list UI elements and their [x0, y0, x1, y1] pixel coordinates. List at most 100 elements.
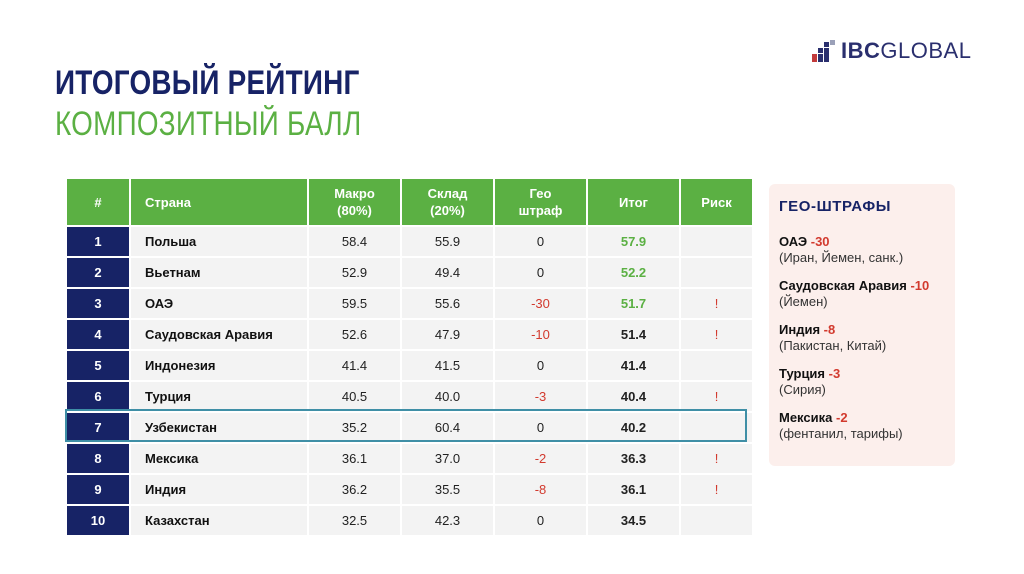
rank-cell: 8: [67, 444, 129, 473]
rank-cell: 10: [67, 506, 129, 535]
country-cell: Казахстан: [131, 506, 307, 535]
table-body: 1 Польша 58.4 55.9 0 57.9 2 Вьетнам 52.9 49.4 0 52.…: [67, 227, 752, 535]
ranking-table: # Страна Макро (80%) Склад (20%) Гео штраф …: [65, 177, 754, 537]
penalty-reason: (Иран, Йемен, санк.): [779, 250, 904, 265]
header-macro: Макро (80%): [309, 179, 400, 225]
warehouse-cell: 37.0: [402, 444, 493, 473]
total-cell: 40.4: [588, 382, 679, 411]
table-row: 1 Польша 58.4 55.9 0 57.9: [67, 227, 752, 256]
header-warehouse: Склад (20%): [402, 179, 493, 225]
risk-cell: !: [681, 289, 752, 318]
macro-cell: 52.6: [309, 320, 400, 349]
penalty-reason: (Йемен): [779, 294, 828, 309]
penalty-heading: Турция -3: [779, 366, 945, 382]
penalty-country: Индия: [779, 322, 821, 337]
rank-cell: 4: [67, 320, 129, 349]
rank-cell: 5: [67, 351, 129, 380]
penalty-value: -3: [828, 366, 841, 381]
total-cell: 51.4: [588, 320, 679, 349]
geo-penalty-cell: 0: [495, 227, 586, 256]
header-total: Итог: [588, 179, 679, 225]
risk-cell: !: [681, 475, 752, 504]
risk-cell: !: [681, 320, 752, 349]
geo-penalty-cell: -3: [495, 382, 586, 411]
header-risk: Риск: [681, 179, 752, 225]
rank-cell: 2: [67, 258, 129, 287]
total-cell: 57.9: [588, 227, 679, 256]
header-num: #: [67, 179, 129, 225]
warehouse-cell: 41.5: [402, 351, 493, 380]
penalty-reason: (Пакистан, Китай): [779, 338, 887, 353]
total-cell: 36.3: [588, 444, 679, 473]
warehouse-cell: 55.6: [402, 289, 493, 318]
country-cell: Индонезия: [131, 351, 307, 380]
table-row: 8 Мексика 36.1 37.0 -2 36.3!: [67, 444, 752, 473]
country-cell: Вьетнам: [131, 258, 307, 287]
penalty-heading: Индия -8: [779, 322, 945, 338]
penalty-country: Турция: [779, 366, 826, 381]
country-cell: Узбекистан: [131, 413, 307, 442]
penalty-item: Турция -3 (Сирия): [779, 366, 945, 398]
geo-penalty-cell: 0: [495, 506, 586, 535]
rank-cell: 9: [67, 475, 129, 504]
penalty-item: Мексика -2 (фентанил, тарифы): [779, 410, 945, 442]
penalty-reason: (фентанил, тарифы): [779, 426, 903, 441]
table-row: 10 Казахстан 32.5 42.3 0 34.5: [67, 506, 752, 535]
total-cell: 36.1: [588, 475, 679, 504]
warehouse-cell: 35.5: [402, 475, 493, 504]
logo-bars-icon: [812, 40, 836, 62]
penalty-heading: ОАЭ -30: [779, 234, 945, 250]
penalty-reason: (Сирия): [779, 382, 826, 397]
rank-cell: 7: [67, 413, 129, 442]
country-cell: Польша: [131, 227, 307, 256]
table-row: 4 Саудовская Аравия 52.6 47.9 -10 51.4!: [67, 320, 752, 349]
macro-cell: 41.4: [309, 351, 400, 380]
penalty-value: -8: [823, 322, 836, 337]
country-cell: Индия: [131, 475, 307, 504]
total-cell: 34.5: [588, 506, 679, 535]
country-cell: ОАЭ: [131, 289, 307, 318]
table-row: 6 Турция 40.5 40.0 -3 40.4!: [67, 382, 752, 411]
warehouse-cell: 40.0: [402, 382, 493, 411]
macro-cell: 36.1: [309, 444, 400, 473]
macro-cell: 58.4: [309, 227, 400, 256]
macro-cell: 40.5: [309, 382, 400, 411]
ranking-table-container: # Страна Макро (80%) Склад (20%) Гео штраф …: [65, 177, 752, 537]
penalty-value: -10: [910, 278, 930, 293]
penalty-country: ОАЭ: [779, 234, 808, 249]
geo-penalty-cell: 0: [495, 351, 586, 380]
page-title: ИТОГОВЫЙ РЕЙТИНГ: [55, 64, 360, 102]
rank-cell: 6: [67, 382, 129, 411]
warehouse-cell: 47.9: [402, 320, 493, 349]
macro-cell: 59.5: [309, 289, 400, 318]
risk-cell: [681, 227, 752, 256]
warehouse-cell: 55.9: [402, 227, 493, 256]
rank-cell: 1: [67, 227, 129, 256]
warehouse-cell: 42.3: [402, 506, 493, 535]
risk-cell: [681, 413, 752, 442]
rank-cell: 3: [67, 289, 129, 318]
geo-penalty-cell: -2: [495, 444, 586, 473]
total-cell: 52.2: [588, 258, 679, 287]
panel-title: ГЕО-ШТРАФЫ: [779, 198, 892, 215]
risk-cell: [681, 351, 752, 380]
total-cell: 41.4: [588, 351, 679, 380]
penalty-heading: Мексика -2: [779, 410, 945, 426]
penalty-country: Мексика: [779, 410, 833, 425]
total-cell: 51.7: [588, 289, 679, 318]
penalty-heading: Саудовская Аравия -10: [779, 278, 945, 294]
total-cell: 40.2: [588, 413, 679, 442]
ibc-global-logo: IBCGLOBAL: [812, 38, 971, 64]
header-country: Страна: [131, 179, 307, 225]
table-row: 3 ОАЭ 59.5 55.6 -30 51.7!: [67, 289, 752, 318]
geo-penalty-cell: 0: [495, 258, 586, 287]
geo-penalty-cell: -10: [495, 320, 586, 349]
country-cell: Саудовская Аравия: [131, 320, 307, 349]
penalty-item: Саудовская Аравия -10 (Йемен): [779, 278, 945, 310]
header-geo-penalty: Гео штраф: [495, 179, 586, 225]
risk-cell: !: [681, 444, 752, 473]
macro-cell: 32.5: [309, 506, 400, 535]
warehouse-cell: 49.4: [402, 258, 493, 287]
macro-cell: 36.2: [309, 475, 400, 504]
geo-penalty-cell: -30: [495, 289, 586, 318]
